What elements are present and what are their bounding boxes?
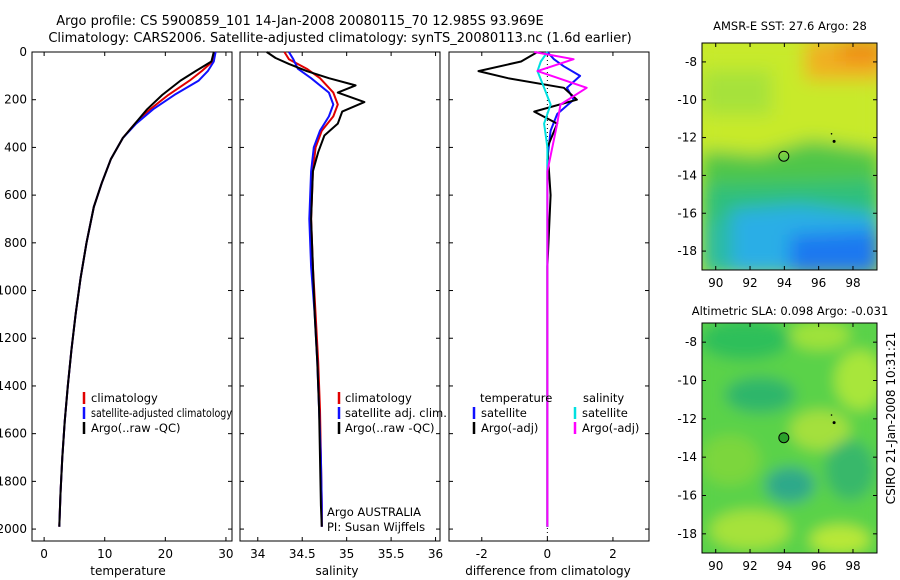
y-tick-label: 1000 <box>0 284 27 298</box>
y-tick-label: 1600 <box>0 427 27 441</box>
footer-timestamp: CSIRO 21-Jan-2008 10:31:21 <box>884 332 898 504</box>
sla-map-frame <box>701 322 878 554</box>
y-tick-label: -14 <box>677 168 697 182</box>
y-tick-label: -12 <box>677 131 697 145</box>
y-tick-label: 1800 <box>0 474 27 488</box>
x-tick-label: 90 <box>708 276 723 290</box>
title-line-2: Climatology: CARS2006. Satellite-adjuste… <box>48 31 631 46</box>
y-tick-label: -10 <box>677 93 697 107</box>
sla-field <box>702 323 877 553</box>
x-tick-label: 96 <box>811 559 826 573</box>
y-tick-label: 1200 <box>0 331 27 345</box>
legend-label-climatology: climatology <box>345 391 412 405</box>
series-line-temperature-satellite <box>546 51 582 527</box>
x-tick-label: 98 <box>845 559 860 573</box>
y-tick-label: -18 <box>677 527 697 541</box>
legend-label-temp-argo: Argo(-adj) <box>481 421 538 435</box>
pi-label: PI: Susan Wijffels <box>327 520 425 534</box>
legend-label-sal-satellite: satellite <box>582 406 628 420</box>
y-tick-label: 0 <box>19 45 27 59</box>
series-line-argo-raw-qc <box>266 51 366 527</box>
y-tick-label: -16 <box>677 489 697 503</box>
y-tick-label: -14 <box>677 450 697 464</box>
x-tick-label: 34.5 <box>289 547 316 561</box>
series-line-argo-raw-qc <box>58 51 215 527</box>
x-tick-label: 0 <box>40 547 48 561</box>
x-tick-label: 36 <box>428 547 443 561</box>
x-tick-label: 96 <box>811 276 826 290</box>
x-tick-label: 98 <box>845 276 860 290</box>
y-tick-label: 1400 <box>0 379 27 393</box>
y-tick-label: -16 <box>677 206 697 220</box>
y-tick-label: -8 <box>685 335 697 349</box>
x-tick-label: 92 <box>742 559 757 573</box>
x-tick-label: 92 <box>742 276 757 290</box>
float-position-marker <box>778 150 790 162</box>
series-line-temperature-argo-adj <box>477 51 578 527</box>
sst-map-title: AMSR-E SST: 27.6 Argo: 28 <box>713 19 867 33</box>
y-tick-label: 600 <box>4 188 27 202</box>
series-line-salinity-satellite <box>536 51 552 527</box>
sst-map-frame <box>701 42 878 271</box>
temperature-legend: climatology satellite-adjusted climatolo… <box>82 391 232 435</box>
difference-axes-frame <box>448 51 650 542</box>
difference-legend: temperature salinity satellite Argo(-adj… <box>472 391 639 435</box>
y-tick-label: -8 <box>685 55 697 69</box>
series-line-satellite-adjusted-climatology <box>58 51 217 527</box>
series-line-salinity-argo-adj <box>534 51 588 527</box>
x-tick-label: 35.5 <box>378 547 405 561</box>
legend-label-satellite: satellite adj. clim. <box>345 406 447 420</box>
sla-map: Altimetric SLA: 0.098 Argo: -0.031 90 92 9… <box>677 304 888 573</box>
x-tick-label: 94 <box>777 276 792 290</box>
legend-label-argo: Argo(..raw -QC) <box>91 421 181 435</box>
legend-header-temperature: temperature <box>480 391 552 405</box>
temperature-xlabel: temperature <box>90 564 165 578</box>
x-tick-label: 35 <box>339 547 354 561</box>
y-tick-label: -18 <box>677 244 697 258</box>
x-tick-label: -2 <box>476 547 488 561</box>
x-tick-label: 10 <box>97 547 112 561</box>
difference-xlabel: difference from climatology <box>465 564 631 578</box>
x-tick-label: 30 <box>218 547 233 561</box>
y-tick-label: -12 <box>677 412 697 426</box>
legend-label-sal-argo: Argo(-adj) <box>582 421 639 435</box>
salinity-axes-frame <box>239 51 441 542</box>
x-tick-label: 34 <box>250 547 265 561</box>
title-line-1: Argo profile: CS 5900859_101 14-Jan-2008… <box>56 14 544 29</box>
salinity-legend: climatology satellite adj. clim. Argo(..… <box>337 391 447 435</box>
float-position-marker <box>778 432 790 444</box>
float-track <box>830 414 836 425</box>
temperature-panel: 0 10 20 30 0 200 400 600 800 1000 1200 1400 1600 1800… <box>0 45 234 578</box>
y-tick-label: 800 <box>4 236 27 250</box>
salinity-xlabel: salinity <box>315 564 358 578</box>
float-track <box>830 133 836 143</box>
temperature-axes-frame <box>31 51 233 542</box>
y-tick-label: -10 <box>677 374 697 388</box>
legend-header-salinity: salinity <box>583 391 624 405</box>
institution-label: Argo AUSTRALIA <box>327 505 421 519</box>
x-tick-label: 20 <box>158 547 173 561</box>
x-tick-label: 90 <box>708 559 723 573</box>
x-tick-label: 2 <box>609 547 617 561</box>
sla-map-title: Altimetric SLA: 0.098 Argo: -0.031 <box>692 304 889 318</box>
sst-field <box>702 43 877 270</box>
salinity-panel: 34 34.5 35 35.5 36 salinity climatology sate… <box>239 51 447 578</box>
x-tick-label: 94 <box>777 559 792 573</box>
y-tick-label: 2000 <box>0 522 27 536</box>
legend-label-argo: Argo(..raw -QC) <box>345 421 435 435</box>
y-tick-label: 400 <box>4 140 27 154</box>
legend-label-temp-satellite: satellite <box>481 406 527 420</box>
difference-panel: -2 0 2 difference from climatology tempera… <box>448 51 650 578</box>
series-line-climatology <box>283 51 339 527</box>
y-tick-label: 200 <box>4 93 27 107</box>
x-tick-label: 0 <box>544 547 552 561</box>
legend-label-climatology: climatology <box>91 391 158 405</box>
legend-label-satellite: satellite-adjusted climatology <box>91 406 232 420</box>
sst-map: AMSR-E SST: 27.6 Argo: 28 90 92 94 96 98 -8 -1… <box>677 19 878 290</box>
